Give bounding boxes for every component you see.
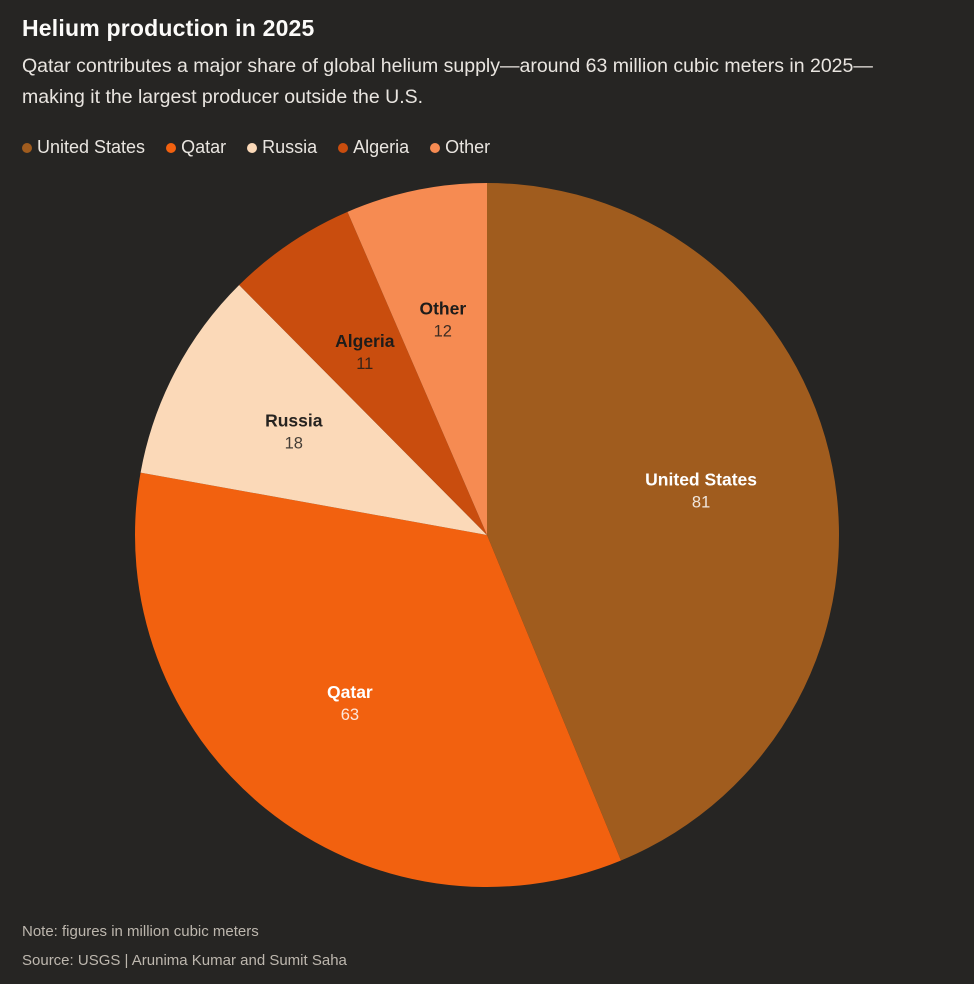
pie-slice-russia [140, 285, 487, 535]
chart-note: Note: figures in million cubic meters [22, 923, 259, 940]
legend-swatch-icon [430, 142, 441, 153]
chart-title: Helium production in 2025 [22, 15, 315, 41]
legend-label: Qatar [181, 137, 227, 158]
chart-source: Source: USGS | Arunima Kumar and Sumit S… [22, 952, 347, 969]
legend-item-russia: Russia [247, 137, 317, 158]
legend-label: Other [445, 137, 491, 158]
pie-slice-label-algeria: Algeria [335, 331, 395, 351]
legend: United States Qatar Russia Algeria Other [0, 137, 974, 158]
legend-swatch-icon [338, 142, 349, 153]
pie-slice-value-russia: 18 [285, 435, 303, 453]
chart-footer: Note: figures in million cubic meters So… [22, 923, 347, 969]
pie-slice-label-russia: Russia [265, 411, 323, 431]
legend-swatch-icon [247, 142, 258, 153]
pie-slice-label-united-states: United States [645, 470, 757, 490]
legend-label: United States [37, 137, 146, 158]
pie-slice-label-qatar: Qatar [327, 682, 373, 702]
legend-item-qatar: Qatar [166, 137, 226, 158]
legend-swatch-icon [22, 142, 32, 153]
pie-slice-value-qatar: 63 [341, 706, 359, 724]
pie-slice-qatar [134, 472, 622, 887]
pie-slice-label-other: Other [419, 298, 466, 318]
legend-label: Russia [262, 137, 318, 158]
legend-swatch-icon [166, 142, 177, 153]
pie-slice-value-united-states: 81 [692, 494, 710, 512]
chart-subtitle: Qatar contributes a major share of globa… [22, 55, 873, 109]
pie-slice-value-algeria: 11 [356, 355, 373, 373]
legend-label: Algeria [353, 137, 410, 158]
pie-slice-other [347, 183, 487, 535]
legend-item-other: Other [430, 137, 490, 158]
pie-slice-algeria [239, 211, 487, 535]
legend-item-united-states: United States [22, 137, 145, 158]
legend-item-algeria: Algeria [338, 137, 409, 158]
pie-slice-united-states [487, 183, 839, 861]
pie-slice-value-other: 12 [434, 322, 452, 340]
